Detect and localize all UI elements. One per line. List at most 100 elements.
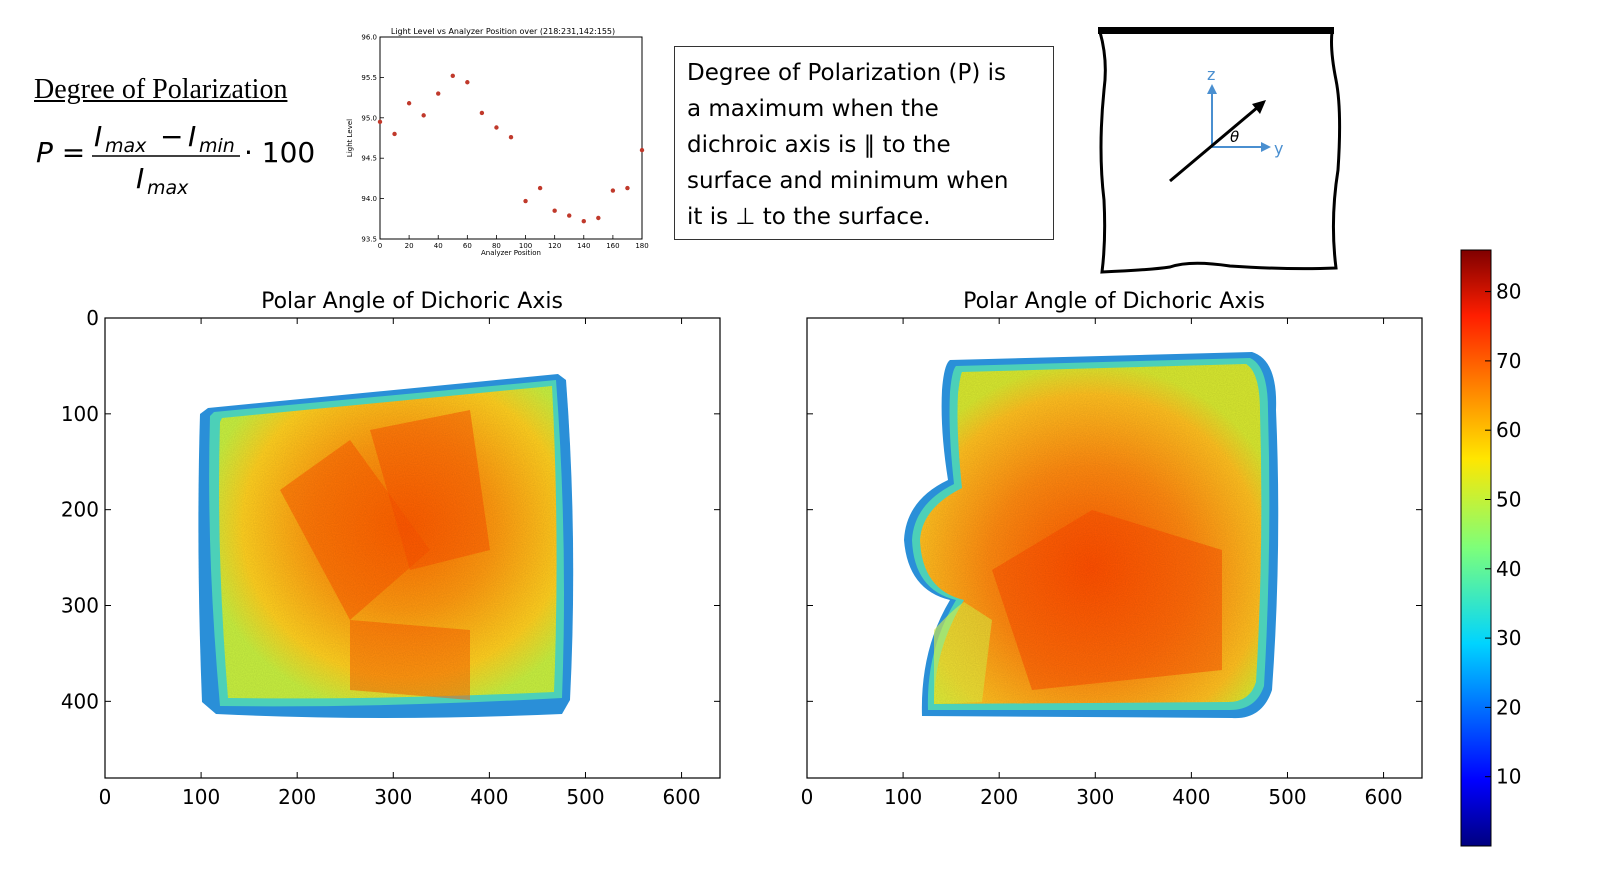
small-chart-ytick-label: 95.0 bbox=[361, 114, 377, 122]
scatter-point bbox=[406, 101, 412, 106]
description-line: Degree of Polarization (P) is bbox=[687, 60, 1006, 86]
small-chart-title: Light Level vs Analyzer Position over (2… bbox=[391, 27, 615, 36]
equation-multiplier: · 100 bbox=[244, 136, 315, 169]
colorbar-tick-label: 20 bbox=[1496, 695, 1521, 719]
z-axis-label: z bbox=[1207, 65, 1215, 84]
heatmap-left-xtick-label: 600 bbox=[662, 785, 700, 809]
small-chart-xtick-label: 0 bbox=[378, 242, 382, 250]
description-line: a maximum when the bbox=[687, 96, 939, 122]
heatmap-left-ytick-label: 0 bbox=[86, 306, 99, 330]
surface-bar bbox=[1098, 27, 1334, 34]
heatmap-left-xtick-label: 200 bbox=[278, 785, 316, 809]
small-chart-ytick-label: 94.5 bbox=[361, 155, 377, 163]
polarization-equation: P = I max − I min I max · 100 bbox=[36, 120, 315, 199]
heatmap-right-xtick-label: 600 bbox=[1364, 785, 1402, 809]
scatter-point bbox=[596, 215, 601, 221]
description-line: surface and minimum when bbox=[687, 168, 1009, 194]
heatmap-left-texture bbox=[219, 386, 557, 699]
scatter-point bbox=[436, 91, 441, 96]
heatmap-right-xtick-label: 300 bbox=[1076, 785, 1114, 809]
small-chart-ytick-label: 93.5 bbox=[361, 236, 377, 244]
scatter-point bbox=[610, 188, 616, 193]
scatter-point bbox=[581, 219, 586, 224]
heatmap-right-title: Polar Angle of Dichoric Axis bbox=[963, 290, 1265, 314]
small-chart-xtick-label: 40 bbox=[434, 242, 443, 250]
small-chart-xtick-label: 140 bbox=[577, 242, 590, 250]
small-chart-ytick-label: 94.0 bbox=[361, 195, 377, 203]
heatmap-right: Polar Angle of Dichoric Axis 0 100 200 300 4… bbox=[801, 290, 1423, 809]
heatmap-left-ytick-label: 300 bbox=[61, 594, 99, 618]
scatter-point bbox=[625, 185, 630, 191]
description-line: it is ⊥ to the surface. bbox=[687, 204, 931, 230]
numerator-imin: I bbox=[188, 120, 196, 153]
small-chart-ylabel: Light Level bbox=[346, 119, 354, 157]
y-axis-label: y bbox=[1274, 139, 1283, 158]
scatter-point bbox=[377, 119, 383, 125]
scatter-point bbox=[392, 131, 397, 137]
heatmap-left-xtick-label: 400 bbox=[470, 785, 508, 809]
scatter-point bbox=[494, 125, 499, 130]
heatmap-left-title: Polar Angle of Dichoric Axis bbox=[261, 290, 563, 314]
small-chart-ytick-label: 95.5 bbox=[361, 74, 377, 82]
dichroic-axis bbox=[1169, 105, 1259, 183]
theta-label: θ bbox=[1230, 128, 1239, 146]
numerator-imax-sub: max bbox=[105, 135, 147, 157]
formula-heading: Degree of Polarization bbox=[34, 74, 288, 105]
description-line: dichroic axis is ‖ to the bbox=[687, 132, 951, 158]
scatter-point bbox=[639, 147, 645, 153]
z-arrow-icon bbox=[1207, 84, 1217, 94]
small-chart-xtick-label: 160 bbox=[606, 242, 619, 250]
small-chart-xtick-label: 180 bbox=[635, 242, 648, 250]
numerator-minus: − bbox=[160, 120, 183, 153]
numerator-imax: I bbox=[94, 120, 102, 153]
heatmap-left-xtick-label: 300 bbox=[374, 785, 412, 809]
equation-lhs: P = bbox=[36, 136, 85, 169]
colorbar-tick-label: 60 bbox=[1496, 418, 1521, 442]
heatmap-right-xtick-label: 100 bbox=[884, 785, 922, 809]
scatter-point bbox=[421, 113, 426, 118]
y-arrow-icon bbox=[1261, 142, 1271, 152]
scatter-point bbox=[523, 198, 528, 204]
heatmap-right-xtick-label: 200 bbox=[980, 785, 1018, 809]
scatter-point bbox=[465, 80, 470, 85]
colorbar-gradient bbox=[1460, 249, 1492, 847]
colorbar-tick-label: 40 bbox=[1496, 557, 1521, 581]
small-chart-xtick-label: 60 bbox=[463, 242, 472, 250]
colorbar: 10 20 30 40 50 60 70 80 bbox=[1460, 249, 1521, 847]
colorbar-tick-label: 80 bbox=[1496, 280, 1521, 304]
small-chart-xtick-label: 100 bbox=[519, 242, 532, 250]
small-chart-frame bbox=[379, 36, 643, 240]
description-box: Degree of Polarization (P) is a maximum … bbox=[674, 46, 1054, 240]
heatmap-right-texture bbox=[920, 364, 1262, 704]
dichroic-arrow-icon bbox=[1252, 100, 1266, 114]
heatmap-left-xtick-label: 500 bbox=[566, 785, 604, 809]
colorbar-tick-label: 50 bbox=[1496, 487, 1521, 511]
scatter-point bbox=[508, 134, 514, 140]
light-level-chart: Light Level vs Analyzer Position over (2… bbox=[346, 27, 649, 257]
colorbar-tick-label: 70 bbox=[1496, 349, 1521, 373]
scatter-point bbox=[552, 208, 557, 213]
denominator-imax-sub: max bbox=[147, 177, 189, 199]
numerator-imin-sub: min bbox=[199, 135, 235, 157]
heatmap-right-xtick-label: 400 bbox=[1172, 785, 1210, 809]
small-chart-xtick-label: 120 bbox=[548, 242, 561, 250]
small-chart-xlabel: Analyzer Position bbox=[481, 249, 541, 257]
small-chart-ytick-label: 96.0 bbox=[361, 34, 377, 42]
heatmap-right-xtick-label: 500 bbox=[1268, 785, 1306, 809]
heatmap-left-ytick-label: 400 bbox=[61, 689, 99, 713]
scatter-point bbox=[537, 185, 543, 191]
denominator-imax: I bbox=[136, 162, 144, 195]
heatmap-left-xtick-label: 0 bbox=[99, 785, 112, 809]
colorbar-tick-label: 10 bbox=[1496, 765, 1521, 789]
heatmap-left: Polar Angle of Dichoric Axis 0 100 200 300 4… bbox=[61, 290, 721, 809]
small-chart-xtick-label: 20 bbox=[405, 242, 414, 250]
small-chart-xtick-label: 80 bbox=[492, 242, 501, 250]
scatter-point bbox=[479, 110, 485, 116]
heatmap-left-ytick-label: 100 bbox=[61, 402, 99, 426]
scatter-point bbox=[450, 73, 455, 78]
sample-outline bbox=[1098, 31, 1342, 274]
heatmap-right-xtick-label: 0 bbox=[801, 785, 814, 809]
scatter-point bbox=[567, 213, 572, 218]
formula-block: Degree of Polarization P = I max − I min… bbox=[30, 70, 330, 200]
colorbar-tick-label: 30 bbox=[1496, 626, 1521, 650]
